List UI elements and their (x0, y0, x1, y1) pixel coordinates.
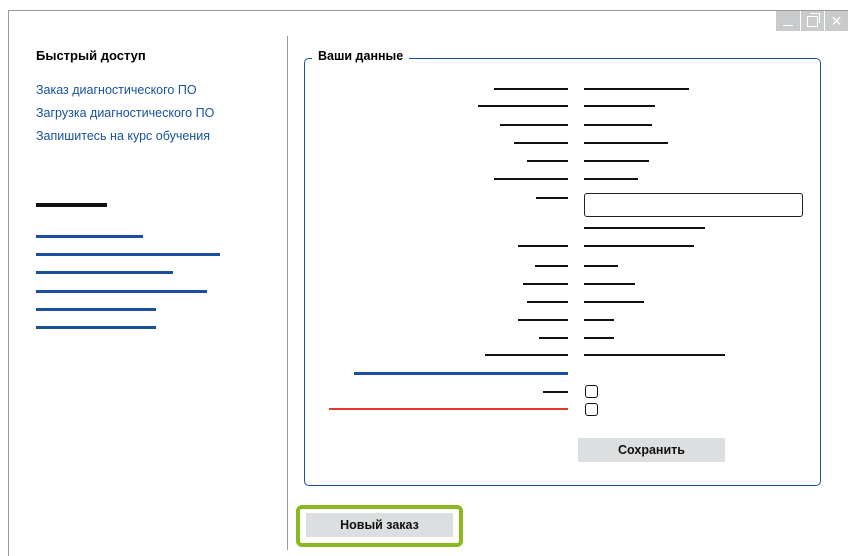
redacted-label (539, 337, 568, 339)
redacted-value (584, 319, 614, 321)
redacted-required-label (329, 408, 568, 410)
redacted-label (494, 178, 568, 180)
redacted-value (584, 301, 644, 303)
redacted-label (543, 391, 568, 393)
redacted-value (584, 337, 614, 339)
redacted-link[interactable] (36, 271, 173, 274)
redacted-label (535, 265, 568, 267)
close-button[interactable]: ✕ (824, 11, 848, 31)
link-order-diagnostic-software[interactable]: Заказ диагностического ПО (36, 83, 197, 97)
redacted-link[interactable] (354, 372, 568, 375)
text-input-field[interactable] (584, 193, 803, 217)
redacted-label (478, 105, 568, 107)
redacted-label (527, 160, 568, 162)
new-order-highlight (296, 505, 463, 547)
redacted-heading (36, 203, 107, 207)
redacted-value (584, 227, 705, 229)
minimize-icon (783, 24, 793, 26)
redacted-label (536, 197, 568, 199)
redacted-value (584, 245, 694, 247)
redacted-label (527, 301, 568, 303)
redacted-value (584, 105, 655, 107)
redacted-link[interactable] (36, 235, 143, 238)
redacted-value (584, 88, 689, 90)
redacted-link[interactable] (36, 290, 207, 293)
your-data-title: Ваши данные (312, 49, 410, 63)
redacted-link[interactable] (36, 326, 156, 329)
redacted-value (584, 178, 638, 180)
redacted-value (584, 142, 668, 144)
quick-access-sidebar: Быстрый доступ Заказ диагностического ПО… (36, 48, 276, 152)
panel-divider (287, 36, 288, 550)
redacted-value (584, 283, 635, 285)
close-icon: ✕ (830, 13, 843, 29)
minimize-button[interactable] (776, 11, 800, 31)
redacted-value (584, 265, 618, 267)
redacted-link[interactable] (36, 308, 156, 311)
redacted-label (523, 283, 568, 285)
redacted-value (584, 354, 725, 356)
app-window: ✕ (8, 10, 848, 556)
save-button[interactable]: Сохранить (578, 438, 725, 462)
redacted-label (500, 124, 568, 126)
window-controls: ✕ (776, 11, 848, 31)
redacted-label (518, 245, 568, 247)
redacted-label (485, 354, 568, 356)
checkbox[interactable] (585, 403, 598, 416)
link-download-diagnostic-software[interactable]: Загрузка диагностического ПО (36, 106, 215, 120)
new-order-button[interactable]: Новый заказ (306, 513, 453, 537)
restore-icon (807, 12, 820, 27)
redacted-link[interactable] (36, 253, 220, 256)
redacted-label (514, 142, 568, 144)
redacted-label (518, 319, 568, 321)
your-data-group (304, 58, 821, 486)
quick-access-title: Быстрый доступ (36, 48, 146, 63)
redacted-value (584, 160, 649, 162)
redacted-value (584, 124, 652, 126)
link-register-training[interactable]: Запишитесь на курс обучения (36, 129, 210, 143)
redacted-label (494, 88, 568, 90)
checkbox[interactable] (585, 385, 598, 398)
restore-button[interactable] (800, 11, 824, 31)
